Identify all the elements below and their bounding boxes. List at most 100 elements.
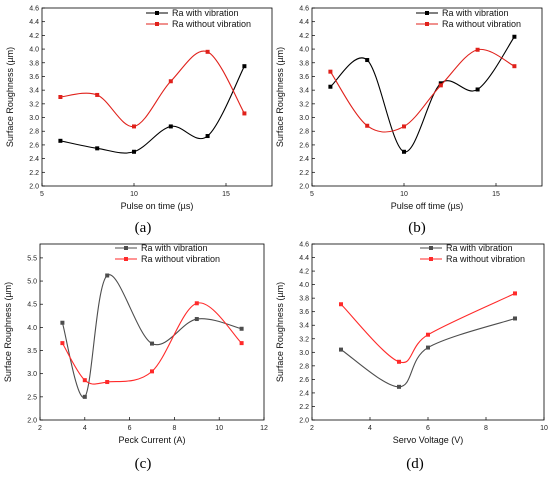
data-point: [426, 332, 430, 337]
y-tick-label: 2.6: [299, 377, 309, 384]
data-point: [168, 79, 173, 84]
y-tick-label: 3.6: [29, 74, 39, 81]
y-tick-label: 2.2: [299, 404, 309, 411]
legend-swatch-marker: [429, 257, 433, 261]
data-point: [239, 326, 244, 331]
y-tick-label: 5.0: [27, 279, 37, 286]
legend-entry: Ra without vibration: [141, 254, 220, 264]
data-point: [397, 359, 401, 364]
y-tick-label: 3.0: [299, 350, 309, 357]
data-point: [194, 301, 199, 306]
legend-entry: Ra with vibration: [172, 8, 239, 18]
y-tick-label: 4.6: [299, 242, 309, 249]
y-tick-label: 3.2: [299, 336, 309, 343]
data-point: [328, 84, 333, 89]
y-tick-label: 4.6: [299, 6, 309, 13]
y-tick-label: 2.8: [299, 129, 309, 136]
data-point: [513, 316, 517, 321]
x-tick-label: 2: [38, 425, 42, 432]
x-axis-label: Pulse on time (µs): [121, 201, 194, 211]
legend-entry: Ra with vibration: [446, 243, 513, 253]
series-line-2: [329, 48, 515, 133]
chart-panel-4: 2.0 2.2 2.4 2.6 2.8 3.0 3.2 3.4 3.6 3.8 4.0 4.2 4.4 4…: [275, 242, 548, 473]
y-tick-label: 2.8: [29, 129, 39, 136]
x-tick-label: 2: [310, 425, 314, 432]
y-tick-label: 2.6: [29, 142, 39, 149]
data-point: [58, 138, 63, 143]
y-tick-label: 4.2: [299, 269, 309, 276]
data-point: [168, 124, 173, 129]
legend-swatch-marker: [425, 22, 429, 26]
legend-swatch-marker: [425, 11, 429, 15]
y-tick-label: 2.8: [299, 363, 309, 370]
plot-frame: [311, 243, 545, 421]
data-point: [95, 92, 100, 97]
y-tick-label: 3.8: [29, 60, 39, 67]
data-point: [60, 320, 65, 325]
y-tick-label: 2.2: [299, 170, 309, 177]
y-tick-label: 3.0: [29, 115, 39, 122]
y-tick-label: 2.0: [299, 418, 309, 425]
x-axis-label: Peck Current (A): [118, 435, 185, 445]
y-tick-label: 2.6: [299, 142, 309, 149]
data-point: [438, 83, 443, 88]
y-tick-label: 4.0: [29, 47, 39, 54]
y-tick-label: 2.0: [29, 184, 39, 191]
y-tick-label: 4.2: [29, 33, 39, 40]
legend-entry: Ra with vibration: [141, 243, 208, 253]
y-tick-label: 3.2: [29, 101, 39, 108]
y-tick-label: 3.4: [29, 88, 39, 95]
legend-entry: Ra without vibration: [446, 254, 525, 264]
legend-entry: Ra without vibration: [442, 19, 521, 29]
data-point: [58, 95, 63, 99]
series-line-1: [330, 36, 515, 153]
chart-panel-1: 2.0 2.2 2.4 2.6 2.8 3.0 3.2 3.4 3.6 3.8 4.0 4.2 4.4 4…: [5, 6, 273, 236]
chart-panel-2: 2.0 2.2 2.4 2.6 2.8 3.0 3.2 3.4 3.6 3.8 4.0 4.2 4.4 4…: [275, 6, 543, 236]
x-tick-label: 6: [128, 425, 132, 432]
y-axis-label: Surface Roughness (µm): [275, 282, 285, 382]
series-line-1: [60, 65, 245, 154]
data-point: [194, 317, 199, 322]
panel-label: (c): [135, 456, 152, 472]
y-tick-label: 3.6: [299, 74, 309, 81]
y-tick-label: 4.2: [299, 33, 309, 40]
y-tick-label: 3.8: [299, 60, 309, 67]
data-point: [242, 111, 247, 116]
data-point: [512, 34, 517, 39]
y-tick-label: 4.6: [29, 6, 39, 13]
data-point: [150, 341, 154, 346]
legend-swatch-marker: [155, 11, 159, 15]
x-tick-label: 10: [215, 425, 223, 432]
x-tick-label: 8: [172, 425, 176, 432]
x-tick-label: 10: [540, 425, 548, 432]
y-tick-label: 3.0: [299, 115, 309, 122]
legend-entry: Ra with vibration: [442, 8, 509, 18]
y-tick-label: 2.0: [299, 184, 309, 191]
y-tick-label: 3.5: [27, 348, 37, 355]
plot-frame: [39, 243, 265, 421]
data-point: [242, 64, 247, 69]
data-point: [205, 49, 210, 54]
legend-swatch-marker: [155, 22, 159, 26]
data-point: [105, 380, 110, 385]
y-tick-label: 4.4: [299, 19, 309, 26]
panel-label: (b): [408, 220, 426, 236]
x-tick-label: 10: [400, 191, 408, 198]
x-tick-label: 15: [492, 191, 500, 198]
data-point: [132, 149, 136, 154]
x-tick-label: 5: [40, 191, 44, 198]
data-point: [365, 58, 370, 63]
y-tick-label: 4.0: [27, 325, 37, 332]
data-point: [475, 87, 480, 92]
data-point: [205, 134, 210, 139]
data-point: [339, 347, 343, 352]
data-point: [513, 291, 517, 296]
y-tick-label: 2.4: [299, 390, 309, 397]
y-axis-label: Surface Roughness (µm): [5, 47, 15, 147]
y-axis-label: Surface Roughness (µm): [275, 47, 285, 147]
data-point: [512, 64, 517, 69]
data-point: [328, 69, 333, 74]
data-point: [239, 341, 244, 346]
